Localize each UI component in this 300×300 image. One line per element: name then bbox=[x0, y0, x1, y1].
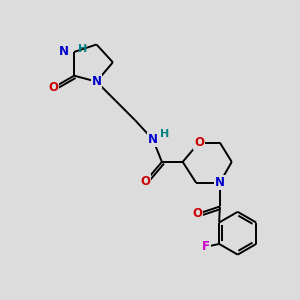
Text: O: O bbox=[194, 136, 204, 149]
Text: O: O bbox=[140, 175, 151, 188]
Text: H: H bbox=[78, 44, 87, 54]
Text: O: O bbox=[193, 207, 202, 220]
Text: F: F bbox=[202, 240, 210, 254]
Text: N: N bbox=[92, 75, 101, 88]
Text: N: N bbox=[59, 45, 69, 58]
Text: N: N bbox=[215, 176, 225, 189]
Text: N: N bbox=[148, 133, 158, 146]
Text: H: H bbox=[160, 129, 169, 139]
Text: O: O bbox=[48, 81, 59, 94]
